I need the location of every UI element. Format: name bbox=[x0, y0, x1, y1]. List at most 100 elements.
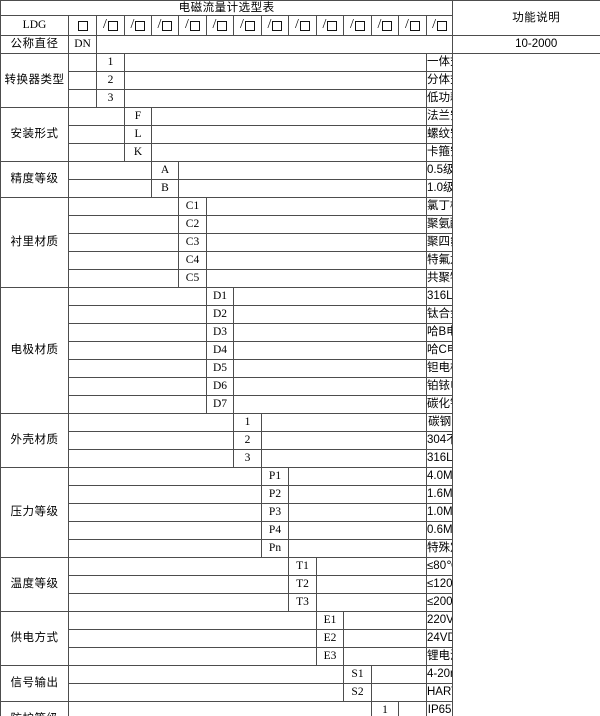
option-code[interactable]: D2 bbox=[206, 305, 234, 324]
option-code[interactable]: E1 bbox=[316, 611, 344, 630]
code-slot-slash-box[interactable]: / bbox=[425, 15, 454, 36]
option-code[interactable]: C4 bbox=[178, 251, 207, 270]
option-code[interactable]: L bbox=[124, 125, 152, 144]
blank-area-left bbox=[68, 467, 262, 486]
option-code[interactable]: C5 bbox=[178, 269, 207, 288]
option-code[interactable]: 2 bbox=[233, 431, 262, 450]
option-code[interactable]: P4 bbox=[261, 521, 289, 540]
option-description: 哈C电极 bbox=[425, 341, 454, 360]
option-code[interactable]: D5 bbox=[206, 359, 234, 378]
table-row: 安装形式 F 法兰安装 bbox=[0, 107, 600, 162]
code-slot-slash-box[interactable]: / bbox=[316, 15, 344, 36]
option-code[interactable]: E3 bbox=[316, 647, 344, 666]
blank-area-left bbox=[68, 683, 344, 702]
category-label: 衬里材质 bbox=[0, 197, 69, 288]
blank-area-left bbox=[68, 647, 317, 666]
option-code[interactable]: 2 bbox=[96, 71, 125, 90]
option-code[interactable]: T3 bbox=[288, 593, 317, 612]
blank-area-right bbox=[316, 575, 427, 594]
option-code[interactable]: D7 bbox=[206, 395, 234, 414]
blank-area-right bbox=[288, 539, 427, 558]
code-slot-slash-box[interactable]: / bbox=[261, 15, 289, 36]
table-row: E2 24VDC bbox=[1, 629, 600, 648]
option-description: 螺纹安装 bbox=[425, 125, 454, 144]
table-row: C4 特氟龙（F46/FEP） bbox=[1, 251, 600, 270]
option-code[interactable]: P2 bbox=[261, 485, 289, 504]
blank-area-left bbox=[68, 269, 179, 288]
option-description: IP65 bbox=[425, 701, 454, 716]
option-code[interactable]: S2 bbox=[343, 683, 372, 702]
option-code[interactable]: E2 bbox=[316, 629, 344, 648]
option-description: 316L电极 bbox=[425, 287, 454, 306]
option-code[interactable]: C2 bbox=[178, 215, 207, 234]
blank-area-right bbox=[261, 449, 427, 468]
code-slot-slash-box[interactable]: / bbox=[206, 15, 234, 36]
blank-area-right bbox=[288, 485, 427, 504]
code-slot-slash-box[interactable]: / bbox=[151, 15, 179, 36]
code-slot-slash-box[interactable]: / bbox=[288, 15, 317, 36]
option-code[interactable]: K bbox=[124, 143, 152, 162]
option-code[interactable]: D6 bbox=[206, 377, 234, 396]
code-slot-slash-box[interactable]: / bbox=[343, 15, 372, 36]
title-row: 电磁流量计选型表 功能说明 bbox=[0, 0, 600, 36]
table-row: P3 1.0MPa（DN200~DN600） bbox=[1, 503, 600, 522]
code-slot-slash-box[interactable]: / bbox=[371, 15, 399, 36]
table-row: D5 钽电极 bbox=[1, 359, 600, 378]
option-code[interactable]: 1 bbox=[96, 53, 125, 72]
blank-area-left bbox=[68, 143, 125, 162]
option-description: 24VDC bbox=[425, 629, 454, 648]
option-code[interactable]: Pn bbox=[261, 539, 289, 558]
blank-area-right bbox=[261, 413, 427, 432]
blank-area-right bbox=[124, 53, 427, 72]
blank-area-right bbox=[206, 197, 427, 216]
option-code[interactable]: C1 bbox=[178, 197, 207, 216]
blank-area-right bbox=[343, 629, 427, 648]
table-row: K 卡箍安装 bbox=[1, 143, 600, 162]
blank-area-left bbox=[68, 323, 207, 342]
blank-area-left bbox=[68, 701, 372, 716]
option-code[interactable]: C3 bbox=[178, 233, 207, 252]
table-row: C3 聚四氟乙烯（F4/PTFE） bbox=[1, 233, 600, 252]
category-label: 外壳材质 bbox=[0, 413, 69, 468]
category-label: 温度等级 bbox=[0, 557, 69, 612]
option-description: ≤80℃(CR/PU) bbox=[425, 557, 454, 576]
option-code[interactable]: D4 bbox=[206, 341, 234, 360]
option-code[interactable]: F bbox=[124, 107, 152, 126]
table-row: 信号输出 S1 4-20mA+RS485（标配） bbox=[0, 665, 600, 702]
blank-area-left bbox=[68, 521, 262, 540]
blank-area-right bbox=[316, 557, 427, 576]
table-row: S2 HART bbox=[1, 683, 600, 702]
option-description: 钛合金 bbox=[425, 305, 454, 324]
table-row: T2 ≤120℃(PTEP/FEP) bbox=[1, 575, 600, 594]
option-code[interactable]: S1 bbox=[343, 665, 372, 684]
category-label: 电极材质 bbox=[0, 287, 69, 414]
option-code[interactable]: B bbox=[151, 179, 179, 198]
option-code[interactable]: 3 bbox=[233, 449, 262, 468]
option-code[interactable]: P1 bbox=[261, 467, 289, 486]
option-code[interactable]: 3 bbox=[96, 89, 125, 108]
code-slot-slash-box[interactable]: / bbox=[398, 15, 427, 36]
option-description: 304不锈钢 bbox=[425, 431, 454, 450]
table-row: 3 316L不锈钢 bbox=[1, 449, 600, 468]
category-label: 公称直径 bbox=[0, 35, 69, 54]
blank-area-right bbox=[178, 161, 427, 180]
code-slot-slash-box[interactable]: / bbox=[233, 15, 262, 36]
option-code[interactable]: A bbox=[151, 161, 179, 180]
option-description: 316L不锈钢 bbox=[425, 449, 454, 468]
option-code[interactable]: 1 bbox=[371, 701, 399, 716]
code-slot-slash-box[interactable]: / bbox=[96, 15, 125, 36]
blank-area-left bbox=[68, 611, 317, 630]
option-code[interactable]: D3 bbox=[206, 323, 234, 342]
code-slot-slash-box[interactable]: / bbox=[124, 15, 152, 36]
option-code[interactable]: P3 bbox=[261, 503, 289, 522]
blank-area-left bbox=[68, 197, 179, 216]
option-code[interactable]: T1 bbox=[288, 557, 317, 576]
option-code[interactable]: 1 bbox=[233, 413, 262, 432]
option-code[interactable]: T2 bbox=[288, 575, 317, 594]
code-slot-slash-box[interactable]: / bbox=[178, 15, 207, 36]
blank-area-right bbox=[233, 395, 427, 414]
code-slot-box[interactable] bbox=[68, 15, 97, 36]
option-code[interactable]: D1 bbox=[206, 287, 234, 306]
